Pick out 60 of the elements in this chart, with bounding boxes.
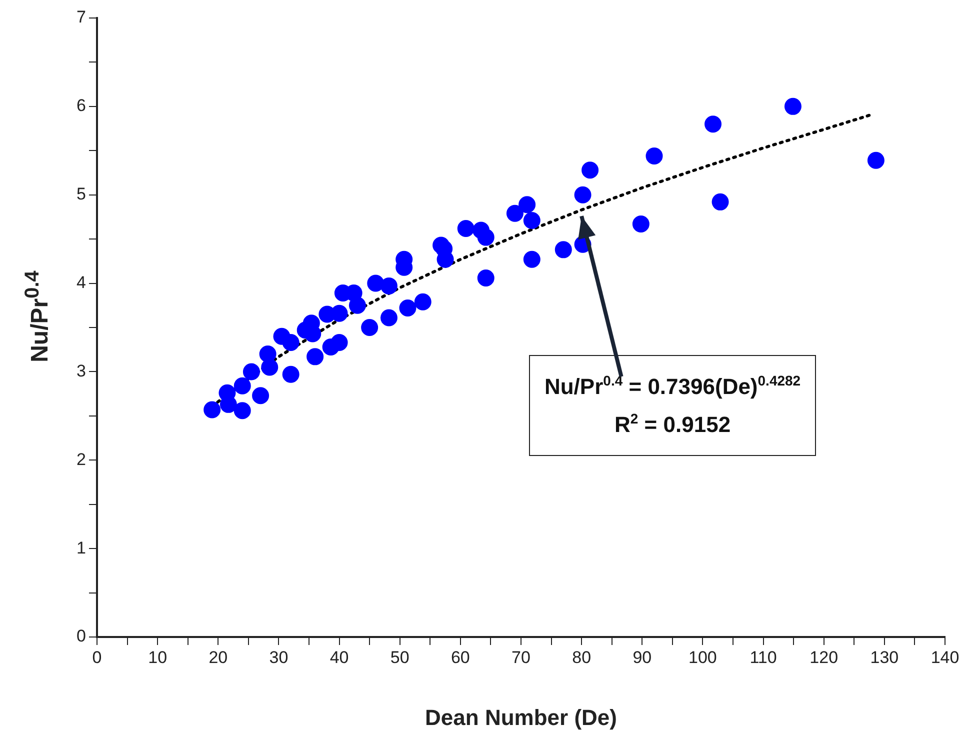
x-tick-label: 40: [330, 648, 349, 667]
point: [252, 387, 270, 404]
x-tick-label: 140: [930, 648, 960, 667]
point: [477, 228, 494, 246]
x-tick-label: 80: [572, 648, 592, 667]
x-tick-label: 30: [269, 648, 288, 667]
point: [204, 401, 221, 418]
annotation: R$^{2}$ = 0.9152: [614, 409, 732, 439]
point: [361, 319, 378, 336]
point: [306, 348, 324, 366]
point: [632, 216, 650, 233]
x-tick-label: 90: [632, 648, 652, 667]
point: [414, 293, 432, 310]
point: [242, 363, 260, 380]
x-tick-label: 120: [810, 648, 838, 667]
point: [477, 269, 494, 286]
point: [582, 162, 599, 179]
x-tick-label: 20: [208, 648, 228, 667]
point: [234, 377, 251, 394]
y-tick-label: 2: [76, 450, 86, 469]
point: [234, 402, 251, 420]
point: [330, 334, 348, 352]
point: [330, 304, 348, 322]
y-tick-label: 3: [76, 361, 86, 380]
y-tick-label: 5: [76, 184, 86, 204]
point: [282, 334, 300, 352]
point: [523, 250, 540, 268]
point: [380, 309, 398, 326]
point: [574, 186, 592, 204]
point: [399, 300, 416, 317]
y-tick-label: 7: [76, 8, 86, 27]
point: [506, 204, 524, 222]
y-tick-label: 0: [76, 626, 86, 646]
point: [784, 98, 802, 115]
point: [367, 274, 384, 292]
x-tick-label: 70: [512, 648, 530, 667]
x-tick-label: 10: [148, 648, 168, 667]
point: [867, 152, 884, 169]
point: [646, 147, 663, 164]
y-tick-label: 4: [76, 272, 86, 292]
annotation: Nu/Pr$^{0.4}$ = 0.7396(De)$^{0.4282}$: [544, 372, 801, 402]
y-tick-label: 1: [76, 538, 86, 558]
x-tick-label: 0: [92, 648, 102, 667]
point: [712, 193, 729, 210]
x-tick-label: 60: [450, 648, 470, 667]
point: [380, 277, 398, 294]
x-tick-label: 130: [870, 648, 899, 667]
point: [457, 220, 474, 237]
x-axis-title: Dean Number (De): [425, 704, 617, 730]
x-tick-label: 100: [688, 648, 717, 667]
y-tick-label: 6: [76, 96, 86, 116]
point: [554, 241, 572, 258]
point: [523, 212, 540, 229]
x-tick-label: 50: [390, 648, 410, 667]
point: [518, 196, 536, 214]
point: [348, 296, 366, 314]
point: [704, 116, 722, 133]
point: [261, 358, 278, 376]
x-tick-label: 110: [750, 648, 777, 667]
point: [282, 366, 300, 383]
